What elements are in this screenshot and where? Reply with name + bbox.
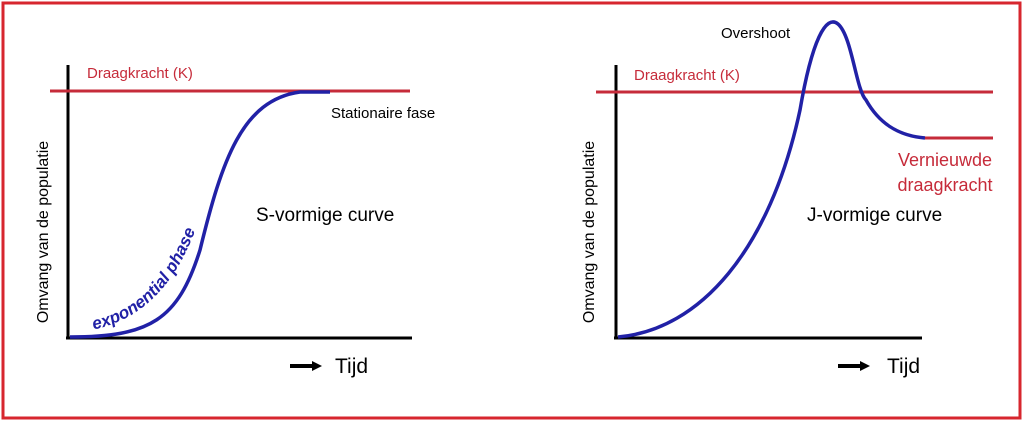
left-y-axis-label: Omvang van de populatie [35, 141, 52, 323]
left-panel: Draagkracht (K) Stationaire fase S-vormi… [35, 65, 435, 378]
stationary-phase-label: Stationaire fase [331, 105, 435, 122]
s-curve [69, 90, 330, 339]
left-x-axis-label: Tijd [335, 355, 368, 378]
j-curve-name: J-vormige curve [807, 205, 942, 226]
right-panel: Overshoot Draagkracht (K) Vernieuwde dra… [581, 20, 993, 378]
overshoot-label: Overshoot [721, 25, 791, 42]
right-y-axis-label: Omvang van de populatie [581, 141, 598, 323]
new-capacity-label-line2: draagkracht [897, 175, 992, 195]
right-x-axis-label: Tijd [887, 355, 920, 378]
j-curve [617, 20, 926, 339]
right-capacity-label: Draagkracht (K) [634, 67, 740, 84]
new-capacity-label-line1: Vernieuwde [898, 150, 992, 170]
exponential-phase-label: exponential phase [90, 225, 199, 334]
left-capacity-label: Draagkracht (K) [87, 65, 193, 82]
s-curve-name: S-vormige curve [256, 205, 394, 226]
